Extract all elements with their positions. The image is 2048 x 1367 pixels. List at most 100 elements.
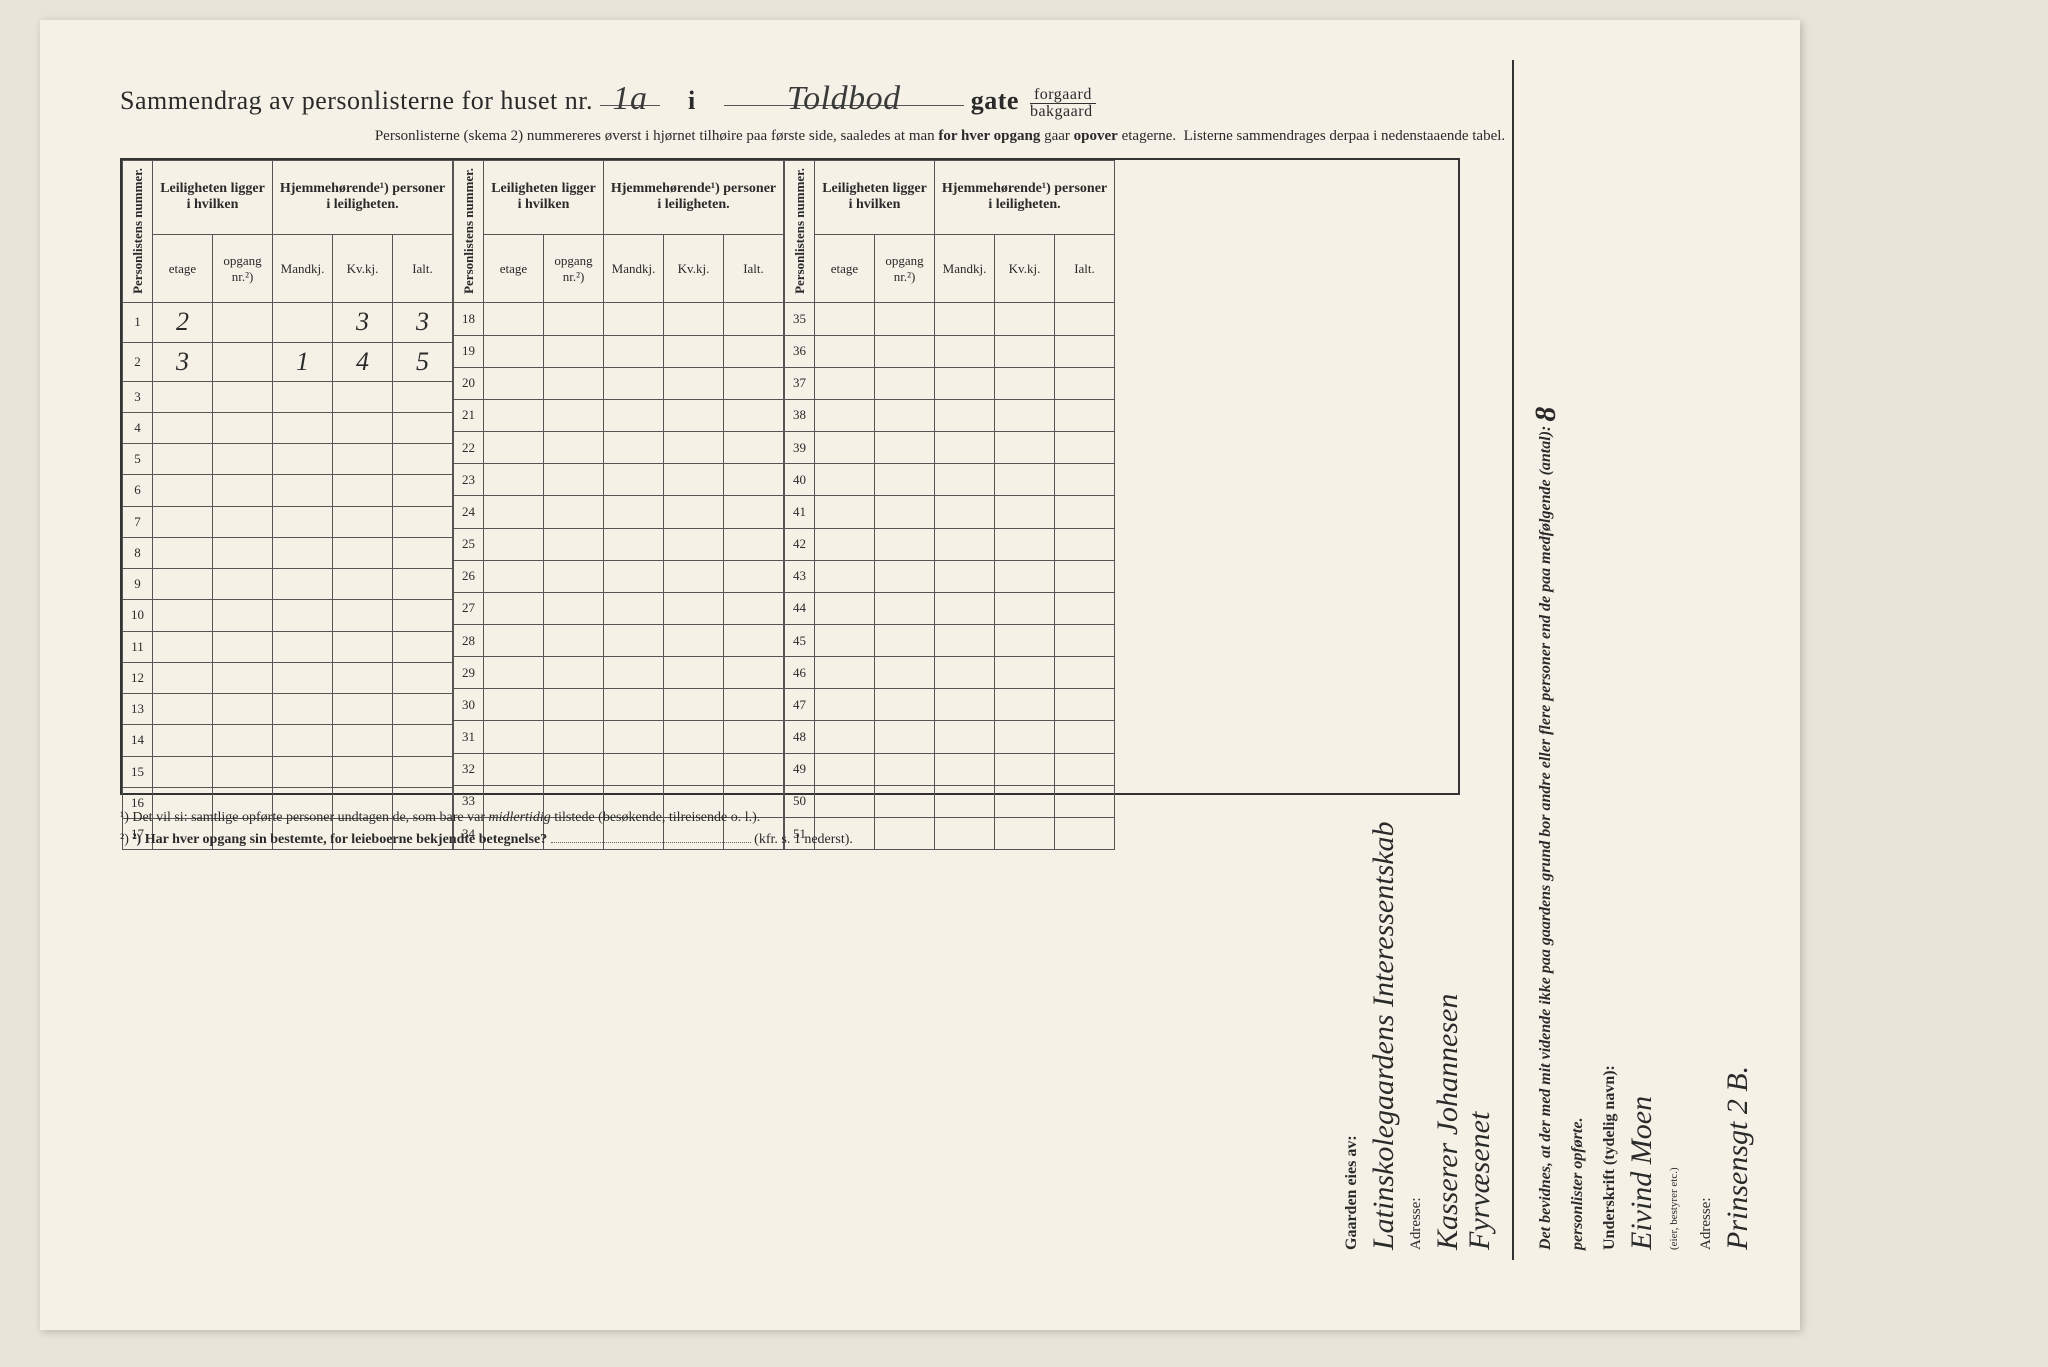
cell-etage (484, 464, 544, 496)
cell-k (333, 537, 393, 568)
cell-m (604, 303, 664, 335)
cell-etage (815, 785, 875, 817)
cell-opgang (213, 303, 273, 342)
cell-k (995, 399, 1055, 431)
table-row: 19 (454, 335, 784, 367)
row-number: 20 (454, 367, 484, 399)
cell-opgang (875, 625, 935, 657)
cell-opgang (875, 399, 935, 431)
cell-etage (484, 303, 544, 335)
cell-i (1055, 753, 1115, 785)
cell-k (333, 662, 393, 693)
cell-opgang (213, 600, 273, 631)
owner-addr2: Fyrvæsenet (1468, 70, 1492, 1250)
cell-m (604, 689, 664, 721)
cell-k (664, 753, 724, 785)
table-row: 11 (123, 631, 453, 662)
cell-etage (484, 753, 544, 785)
row-number: 2 (123, 342, 153, 381)
sign-role: (eier, bestyrer etc.) (1662, 70, 1686, 1250)
table-row: 32 (454, 753, 784, 785)
cell-m (935, 335, 995, 367)
cell-m (273, 506, 333, 537)
table-row: 44 (785, 592, 1115, 624)
cell-etage (815, 689, 875, 721)
cell-etage (815, 625, 875, 657)
cell-opgang (544, 496, 604, 528)
col-hjemme: Hjemmehørende¹) personer i leiligheten. (273, 160, 453, 235)
row-number: 28 (454, 625, 484, 657)
cell-etage (153, 444, 213, 475)
cell-etage (815, 496, 875, 528)
cell-i (1055, 303, 1115, 335)
col-leiligheten: Leiligheten ligger i hvilken (815, 160, 935, 235)
row-number: 43 (785, 560, 815, 592)
table-row: 48 (785, 721, 1115, 753)
cell-opgang (544, 657, 604, 689)
cell-i: 5 (393, 342, 453, 381)
cell-k (995, 753, 1055, 785)
cell-etage (153, 381, 213, 412)
cell-k (664, 432, 724, 464)
cell-opgang (213, 342, 273, 381)
cell-etage (815, 657, 875, 689)
table-row: 12 (123, 662, 453, 693)
cell-etage (815, 528, 875, 560)
cell-k (333, 631, 393, 662)
table-row: 27 (454, 592, 784, 624)
cell-i (724, 560, 784, 592)
sign-name: Eivind Moen (1630, 70, 1654, 1250)
cell-m: 1 (273, 342, 333, 381)
gate-suffix: forgaard bakgaard (1030, 87, 1096, 120)
table-row: 5 (123, 444, 453, 475)
cell-m (273, 631, 333, 662)
cell-k (664, 721, 724, 753)
cell-k (664, 496, 724, 528)
row-number: 7 (123, 506, 153, 537)
cell-etage (484, 625, 544, 657)
table-row: 45 (785, 625, 1115, 657)
cell-m (273, 475, 333, 506)
cell-opgang (544, 399, 604, 431)
table-row: 23 (454, 464, 784, 496)
row-number: 11 (123, 631, 153, 662)
row-number: 3 (123, 381, 153, 412)
cell-k (664, 335, 724, 367)
cell-opgang (875, 592, 935, 624)
cell-i (1055, 721, 1115, 753)
cell-i (1055, 335, 1115, 367)
cell-opgang (213, 662, 273, 693)
cell-m (935, 592, 995, 624)
row-number: 15 (123, 756, 153, 787)
cell-m (604, 625, 664, 657)
cell-k (333, 381, 393, 412)
cell-i (724, 528, 784, 560)
cell-opgang (213, 694, 273, 725)
row-number: 6 (123, 475, 153, 506)
cell-opgang (544, 528, 604, 560)
cell-opgang (875, 464, 935, 496)
cell-i (1055, 689, 1115, 721)
cell-m (935, 657, 995, 689)
cell-opgang (875, 432, 935, 464)
cell-etage (815, 335, 875, 367)
cell-m (935, 560, 995, 592)
sub-ialt: Ialt. (1055, 235, 1115, 303)
cell-k (995, 817, 1055, 849)
cell-k (995, 592, 1055, 624)
row-number: 12 (123, 662, 153, 693)
cell-etage (815, 399, 875, 431)
table-row: 47 (785, 689, 1115, 721)
cell-k: 3 (333, 303, 393, 342)
cell-opgang (875, 560, 935, 592)
sidebar-divider (1512, 60, 1514, 1260)
table-row: 39 (785, 432, 1115, 464)
table-row: 8 (123, 537, 453, 568)
row-number: 26 (454, 560, 484, 592)
cell-i (724, 496, 784, 528)
cell-opgang (875, 785, 935, 817)
document-page: Sammendrag av personlisterne for huset n… (40, 20, 1800, 1330)
cell-etage (484, 528, 544, 560)
cell-opgang (875, 335, 935, 367)
cell-i (1055, 464, 1115, 496)
